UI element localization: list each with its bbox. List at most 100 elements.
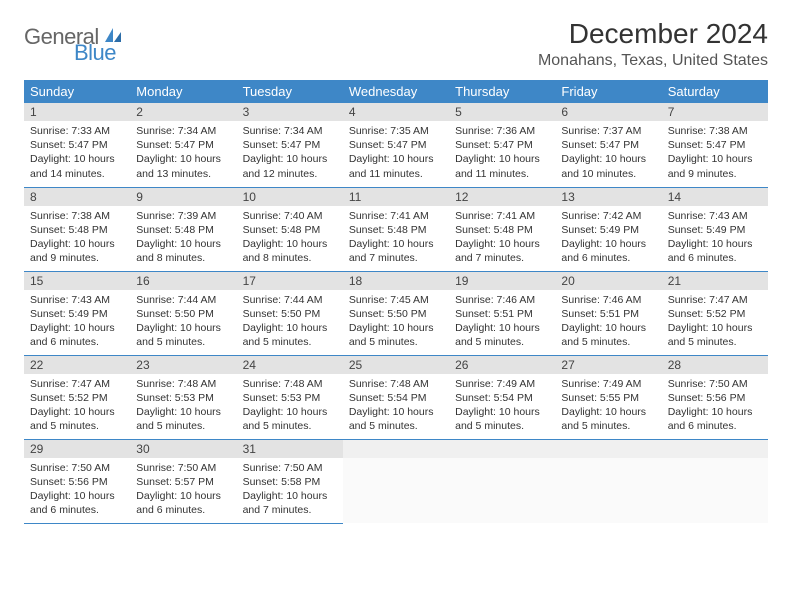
calendar-week-row: 1Sunrise: 7:33 AMSunset: 5:47 PMDaylight… xyxy=(24,103,768,187)
calendar-day-cell xyxy=(662,439,768,523)
calendar-day-cell: 4Sunrise: 7:35 AMSunset: 5:47 PMDaylight… xyxy=(343,103,449,187)
calendar-day-cell: 7Sunrise: 7:38 AMSunset: 5:47 PMDaylight… xyxy=(662,103,768,187)
day-details: Sunrise: 7:48 AMSunset: 5:53 PMDaylight:… xyxy=(130,374,236,438)
weekday-header: Wednesday xyxy=(343,80,449,103)
day-number: 1 xyxy=(24,103,130,121)
day-details: Sunrise: 7:48 AMSunset: 5:54 PMDaylight:… xyxy=(343,374,449,438)
calendar-day-cell: 31Sunrise: 7:50 AMSunset: 5:58 PMDayligh… xyxy=(237,439,343,523)
day-number: 31 xyxy=(237,440,343,458)
day-details: Sunrise: 7:42 AMSunset: 5:49 PMDaylight:… xyxy=(555,206,661,270)
day-details: Sunrise: 7:38 AMSunset: 5:47 PMDaylight:… xyxy=(662,121,768,185)
day-number: 16 xyxy=(130,272,236,290)
calendar-day-cell: 25Sunrise: 7:48 AMSunset: 5:54 PMDayligh… xyxy=(343,355,449,439)
day-details: Sunrise: 7:41 AMSunset: 5:48 PMDaylight:… xyxy=(449,206,555,270)
calendar-day-cell: 17Sunrise: 7:44 AMSunset: 5:50 PMDayligh… xyxy=(237,271,343,355)
day-details: Sunrise: 7:33 AMSunset: 5:47 PMDaylight:… xyxy=(24,121,130,185)
calendar-day-cell: 8Sunrise: 7:38 AMSunset: 5:48 PMDaylight… xyxy=(24,187,130,271)
day-number: 10 xyxy=(237,188,343,206)
calendar-day-cell xyxy=(343,439,449,523)
day-number: 13 xyxy=(555,188,661,206)
location: Monahans, Texas, United States xyxy=(538,52,768,70)
day-number: 30 xyxy=(130,440,236,458)
day-number: 29 xyxy=(24,440,130,458)
logo: General Blue xyxy=(24,24,125,50)
day-number: 2 xyxy=(130,103,236,121)
calendar-week-row: 22Sunrise: 7:47 AMSunset: 5:52 PMDayligh… xyxy=(24,355,768,439)
calendar-day-cell: 14Sunrise: 7:43 AMSunset: 5:49 PMDayligh… xyxy=(662,187,768,271)
logo-text-blue: Blue xyxy=(74,40,116,66)
calendar-day-cell: 9Sunrise: 7:39 AMSunset: 5:48 PMDaylight… xyxy=(130,187,236,271)
weekday-header: Tuesday xyxy=(237,80,343,103)
day-number: 14 xyxy=(662,188,768,206)
calendar-day-cell: 22Sunrise: 7:47 AMSunset: 5:52 PMDayligh… xyxy=(24,355,130,439)
day-number: 20 xyxy=(555,272,661,290)
calendar-table: Sunday Monday Tuesday Wednesday Thursday… xyxy=(24,80,768,524)
day-details: Sunrise: 7:47 AMSunset: 5:52 PMDaylight:… xyxy=(24,374,130,438)
calendar-day-cell: 29Sunrise: 7:50 AMSunset: 5:56 PMDayligh… xyxy=(24,439,130,523)
day-number: 27 xyxy=(555,356,661,374)
weekday-header: Thursday xyxy=(449,80,555,103)
day-details: Sunrise: 7:34 AMSunset: 5:47 PMDaylight:… xyxy=(237,121,343,185)
day-details: Sunrise: 7:38 AMSunset: 5:48 PMDaylight:… xyxy=(24,206,130,270)
day-number: 19 xyxy=(449,272,555,290)
day-details: Sunrise: 7:50 AMSunset: 5:57 PMDaylight:… xyxy=(130,458,236,522)
day-number: 5 xyxy=(449,103,555,121)
day-number: 8 xyxy=(24,188,130,206)
day-number: 25 xyxy=(343,356,449,374)
day-number: 4 xyxy=(343,103,449,121)
day-details: Sunrise: 7:50 AMSunset: 5:56 PMDaylight:… xyxy=(24,458,130,522)
calendar-day-cell: 23Sunrise: 7:48 AMSunset: 5:53 PMDayligh… xyxy=(130,355,236,439)
day-details: Sunrise: 7:34 AMSunset: 5:47 PMDaylight:… xyxy=(130,121,236,185)
weekday-header: Monday xyxy=(130,80,236,103)
month-title: December 2024 xyxy=(538,18,768,50)
calendar-day-cell: 20Sunrise: 7:46 AMSunset: 5:51 PMDayligh… xyxy=(555,271,661,355)
day-details: Sunrise: 7:41 AMSunset: 5:48 PMDaylight:… xyxy=(343,206,449,270)
day-details: Sunrise: 7:45 AMSunset: 5:50 PMDaylight:… xyxy=(343,290,449,354)
day-details: Sunrise: 7:43 AMSunset: 5:49 PMDaylight:… xyxy=(24,290,130,354)
calendar-week-row: 29Sunrise: 7:50 AMSunset: 5:56 PMDayligh… xyxy=(24,439,768,523)
day-details: Sunrise: 7:47 AMSunset: 5:52 PMDaylight:… xyxy=(662,290,768,354)
day-details: Sunrise: 7:49 AMSunset: 5:54 PMDaylight:… xyxy=(449,374,555,438)
calendar-day-cell: 11Sunrise: 7:41 AMSunset: 5:48 PMDayligh… xyxy=(343,187,449,271)
day-number: 7 xyxy=(662,103,768,121)
day-details: Sunrise: 7:46 AMSunset: 5:51 PMDaylight:… xyxy=(555,290,661,354)
weekday-header: Saturday xyxy=(662,80,768,103)
calendar-day-cell: 13Sunrise: 7:42 AMSunset: 5:49 PMDayligh… xyxy=(555,187,661,271)
calendar-day-cell xyxy=(555,439,661,523)
day-number: 3 xyxy=(237,103,343,121)
day-number: 11 xyxy=(343,188,449,206)
calendar-day-cell: 2Sunrise: 7:34 AMSunset: 5:47 PMDaylight… xyxy=(130,103,236,187)
calendar-day-cell: 26Sunrise: 7:49 AMSunset: 5:54 PMDayligh… xyxy=(449,355,555,439)
calendar-day-cell: 12Sunrise: 7:41 AMSunset: 5:48 PMDayligh… xyxy=(449,187,555,271)
day-details: Sunrise: 7:44 AMSunset: 5:50 PMDaylight:… xyxy=(237,290,343,354)
day-details: Sunrise: 7:35 AMSunset: 5:47 PMDaylight:… xyxy=(343,121,449,185)
day-details: Sunrise: 7:44 AMSunset: 5:50 PMDaylight:… xyxy=(130,290,236,354)
day-details: Sunrise: 7:40 AMSunset: 5:48 PMDaylight:… xyxy=(237,206,343,270)
day-number: 15 xyxy=(24,272,130,290)
calendar-day-cell: 28Sunrise: 7:50 AMSunset: 5:56 PMDayligh… xyxy=(662,355,768,439)
day-number: 6 xyxy=(555,103,661,121)
calendar-day-cell: 16Sunrise: 7:44 AMSunset: 5:50 PMDayligh… xyxy=(130,271,236,355)
title-block: December 2024 Monahans, Texas, United St… xyxy=(538,18,768,70)
calendar-day-cell: 27Sunrise: 7:49 AMSunset: 5:55 PMDayligh… xyxy=(555,355,661,439)
calendar-day-cell: 18Sunrise: 7:45 AMSunset: 5:50 PMDayligh… xyxy=(343,271,449,355)
calendar-day-cell: 3Sunrise: 7:34 AMSunset: 5:47 PMDaylight… xyxy=(237,103,343,187)
day-number: 26 xyxy=(449,356,555,374)
day-number: 17 xyxy=(237,272,343,290)
day-details: Sunrise: 7:49 AMSunset: 5:55 PMDaylight:… xyxy=(555,374,661,438)
calendar-day-cell: 24Sunrise: 7:48 AMSunset: 5:53 PMDayligh… xyxy=(237,355,343,439)
calendar-day-cell xyxy=(449,439,555,523)
day-number: 23 xyxy=(130,356,236,374)
calendar-day-cell: 21Sunrise: 7:47 AMSunset: 5:52 PMDayligh… xyxy=(662,271,768,355)
day-number: 9 xyxy=(130,188,236,206)
day-number: 21 xyxy=(662,272,768,290)
day-details: Sunrise: 7:50 AMSunset: 5:58 PMDaylight:… xyxy=(237,458,343,522)
day-number: 22 xyxy=(24,356,130,374)
header: General Blue December 2024 Monahans, Tex… xyxy=(24,18,768,70)
day-number: 12 xyxy=(449,188,555,206)
calendar-day-cell: 5Sunrise: 7:36 AMSunset: 5:47 PMDaylight… xyxy=(449,103,555,187)
calendar-week-row: 8Sunrise: 7:38 AMSunset: 5:48 PMDaylight… xyxy=(24,187,768,271)
day-details: Sunrise: 7:46 AMSunset: 5:51 PMDaylight:… xyxy=(449,290,555,354)
calendar-day-cell: 19Sunrise: 7:46 AMSunset: 5:51 PMDayligh… xyxy=(449,271,555,355)
calendar-day-cell: 10Sunrise: 7:40 AMSunset: 5:48 PMDayligh… xyxy=(237,187,343,271)
